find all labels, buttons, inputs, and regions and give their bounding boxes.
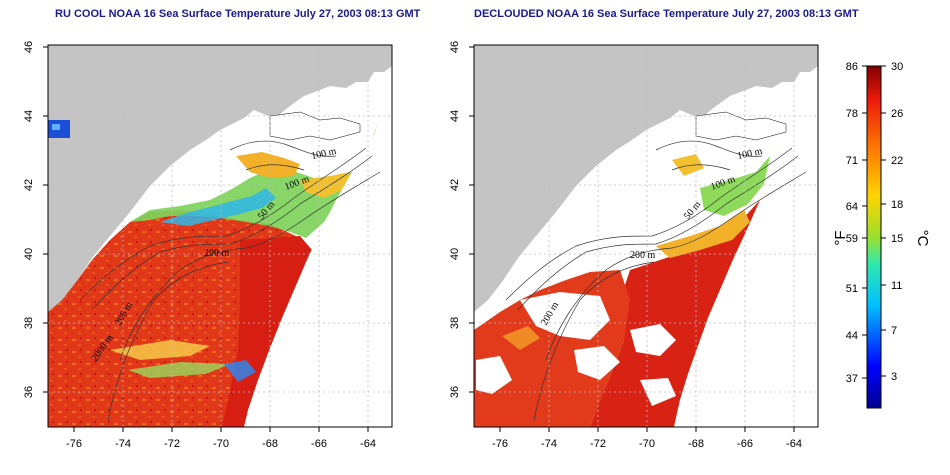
left-land (48, 45, 392, 312)
right-map-title: DECLOUDED NOAA 16 Sea Surface Temperatur… (474, 8, 859, 20)
lat-tick-label: 40 (23, 248, 35, 260)
fahrenheit-tick: 51 (846, 283, 858, 295)
left-tick-marks (43, 46, 369, 432)
celsius-tick: 22 (891, 155, 903, 167)
fahrenheit-tick: 59 (846, 233, 858, 245)
right-lat-labels: 46 44 42 40 38 36 (449, 41, 461, 398)
left-grid (48, 45, 392, 427)
lon-tick-label: -68 (688, 438, 704, 450)
colorbar: 86 78 71 64 59 51 44 37 30 26 22 18 15 1… (832, 61, 931, 409)
lat-tick-label: 40 (449, 248, 461, 260)
colorbar-fahrenheit-labels: 86 78 71 64 59 51 44 37 (846, 61, 858, 385)
right-tick-marks (469, 46, 795, 432)
lon-tick-label: -66 (737, 438, 753, 450)
lon-tick-label: -74 (541, 438, 557, 450)
left-nodata (244, 90, 392, 427)
lat-tick-label: 42 (449, 179, 461, 191)
fahrenheit-tick: 86 (846, 61, 858, 73)
lat-tick-label: 44 (23, 110, 35, 122)
lon-tick-label: -70 (639, 438, 655, 450)
celsius-tick: 26 (891, 108, 903, 120)
celsius-tick: 15 (891, 233, 903, 245)
colorbar-gradient (866, 65, 882, 409)
fahrenheit-tick: 71 (846, 155, 858, 167)
lon-tick-label: -76 (66, 438, 82, 450)
left-sst-hot (222, 236, 312, 427)
fahrenheit-tick: 64 (846, 201, 858, 213)
lon-tick-label: -68 (262, 438, 278, 450)
left-bathymetry-contours (79, 140, 381, 421)
left-sst-cool (130, 122, 378, 238)
lat-tick-label: 46 (23, 41, 35, 53)
right-contour-label: 100 m (736, 146, 763, 162)
fahrenheit-unit-label: °F (832, 230, 849, 245)
right-sst-cool (700, 156, 770, 216)
left-contour-label: 100 m (310, 146, 337, 162)
fahrenheit-tick: 78 (846, 108, 858, 120)
lon-tick-label: -72 (590, 438, 606, 450)
left-map: 100 m 100 m 50 m 200 m 200 m 2000 m (48, 45, 392, 427)
right-map: 100 m 100 m 50 m 200 m 200 m (474, 45, 818, 427)
right-grid (474, 45, 818, 427)
lat-tick-label: 36 (23, 386, 35, 398)
celsius-unit-label: °C (914, 230, 931, 247)
right-lon-labels: -76 -74 -72 -70 -68 -66 -64 (492, 438, 802, 450)
right-contour-label: 200 m (630, 250, 656, 261)
left-sst-cold (160, 188, 276, 226)
celsius-tick: 3 (891, 371, 897, 383)
right-land (474, 45, 818, 312)
right-bathymetry-contours (505, 140, 807, 421)
lat-tick-label: 44 (449, 110, 461, 122)
celsius-tick: 18 (891, 199, 903, 211)
lon-tick-label: -64 (360, 438, 376, 450)
lat-tick-label: 38 (23, 317, 35, 329)
right-sst-hot (590, 200, 760, 427)
lon-tick-label: -76 (492, 438, 508, 450)
right-map-frame (473, 44, 819, 428)
lat-tick-label: 46 (449, 41, 461, 53)
left-map-frame (47, 44, 393, 428)
lat-tick-label: 38 (449, 317, 461, 329)
lat-tick-label: 36 (449, 386, 461, 398)
left-contour-label: 200 m (204, 248, 230, 259)
celsius-tick: 11 (891, 280, 902, 292)
celsius-tick: 7 (891, 325, 897, 337)
lon-tick-label: -66 (311, 438, 327, 450)
lon-tick-label: -74 (115, 438, 131, 450)
colorbar-celsius-labels: 30 26 22 18 15 11 7 3 (891, 61, 903, 383)
lon-tick-label: -72 (164, 438, 180, 450)
celsius-tick: 30 (891, 61, 903, 73)
left-lon-labels: -76 -74 -72 -70 -68 -66 -64 (66, 438, 376, 450)
fahrenheit-tick: 37 (846, 373, 858, 385)
fahrenheit-tick: 44 (846, 330, 858, 342)
lat-tick-label: 42 (23, 179, 35, 191)
left-map-title: RU COOL NOAA 16 Sea Surface Temperature … (55, 8, 421, 20)
lon-tick-label: -64 (786, 438, 802, 450)
lon-tick-label: -70 (213, 438, 229, 450)
left-lat-labels: 46 44 42 40 38 36 (23, 41, 35, 398)
